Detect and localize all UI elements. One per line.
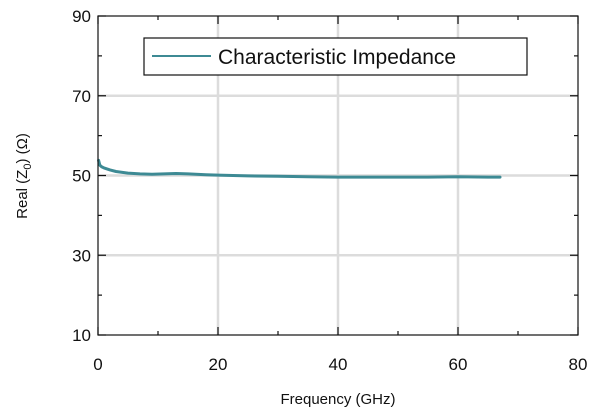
y-tick-label: 10 [72,326,91,345]
x-tick-label: 80 [569,355,588,374]
y-tick-label: 70 [72,87,91,106]
y-tick-label: 30 [72,246,91,265]
series-line-characteristic-impedance [97,158,502,179]
y-axis-title-prefix: Real (Z [14,170,31,219]
x-tick-label: 40 [329,355,348,374]
y-axis-title-subscript: 0 [22,164,34,170]
y-tick-label: 90 [72,7,91,26]
axis-ticks [97,15,579,336]
y-axis-title-suffix: ) (Ω) [14,133,31,163]
y-tick-label: 50 [72,167,91,186]
y-axis-title: Real (Z0) (Ω) [14,133,34,219]
legend: Characteristic Impedance [143,37,528,76]
x-tick-label: 0 [93,355,102,374]
plot-lines [97,158,502,179]
x-tick-label: 20 [209,355,228,374]
x-tick-label: 60 [449,355,468,374]
legend-label: Characteristic Impedance [218,46,456,69]
x-tick-labels: 0 20 40 60 80 [93,355,587,374]
y-tick-labels: 10 30 50 70 90 [72,7,91,345]
x-axis-title: Frequency (GHz) [280,391,395,408]
